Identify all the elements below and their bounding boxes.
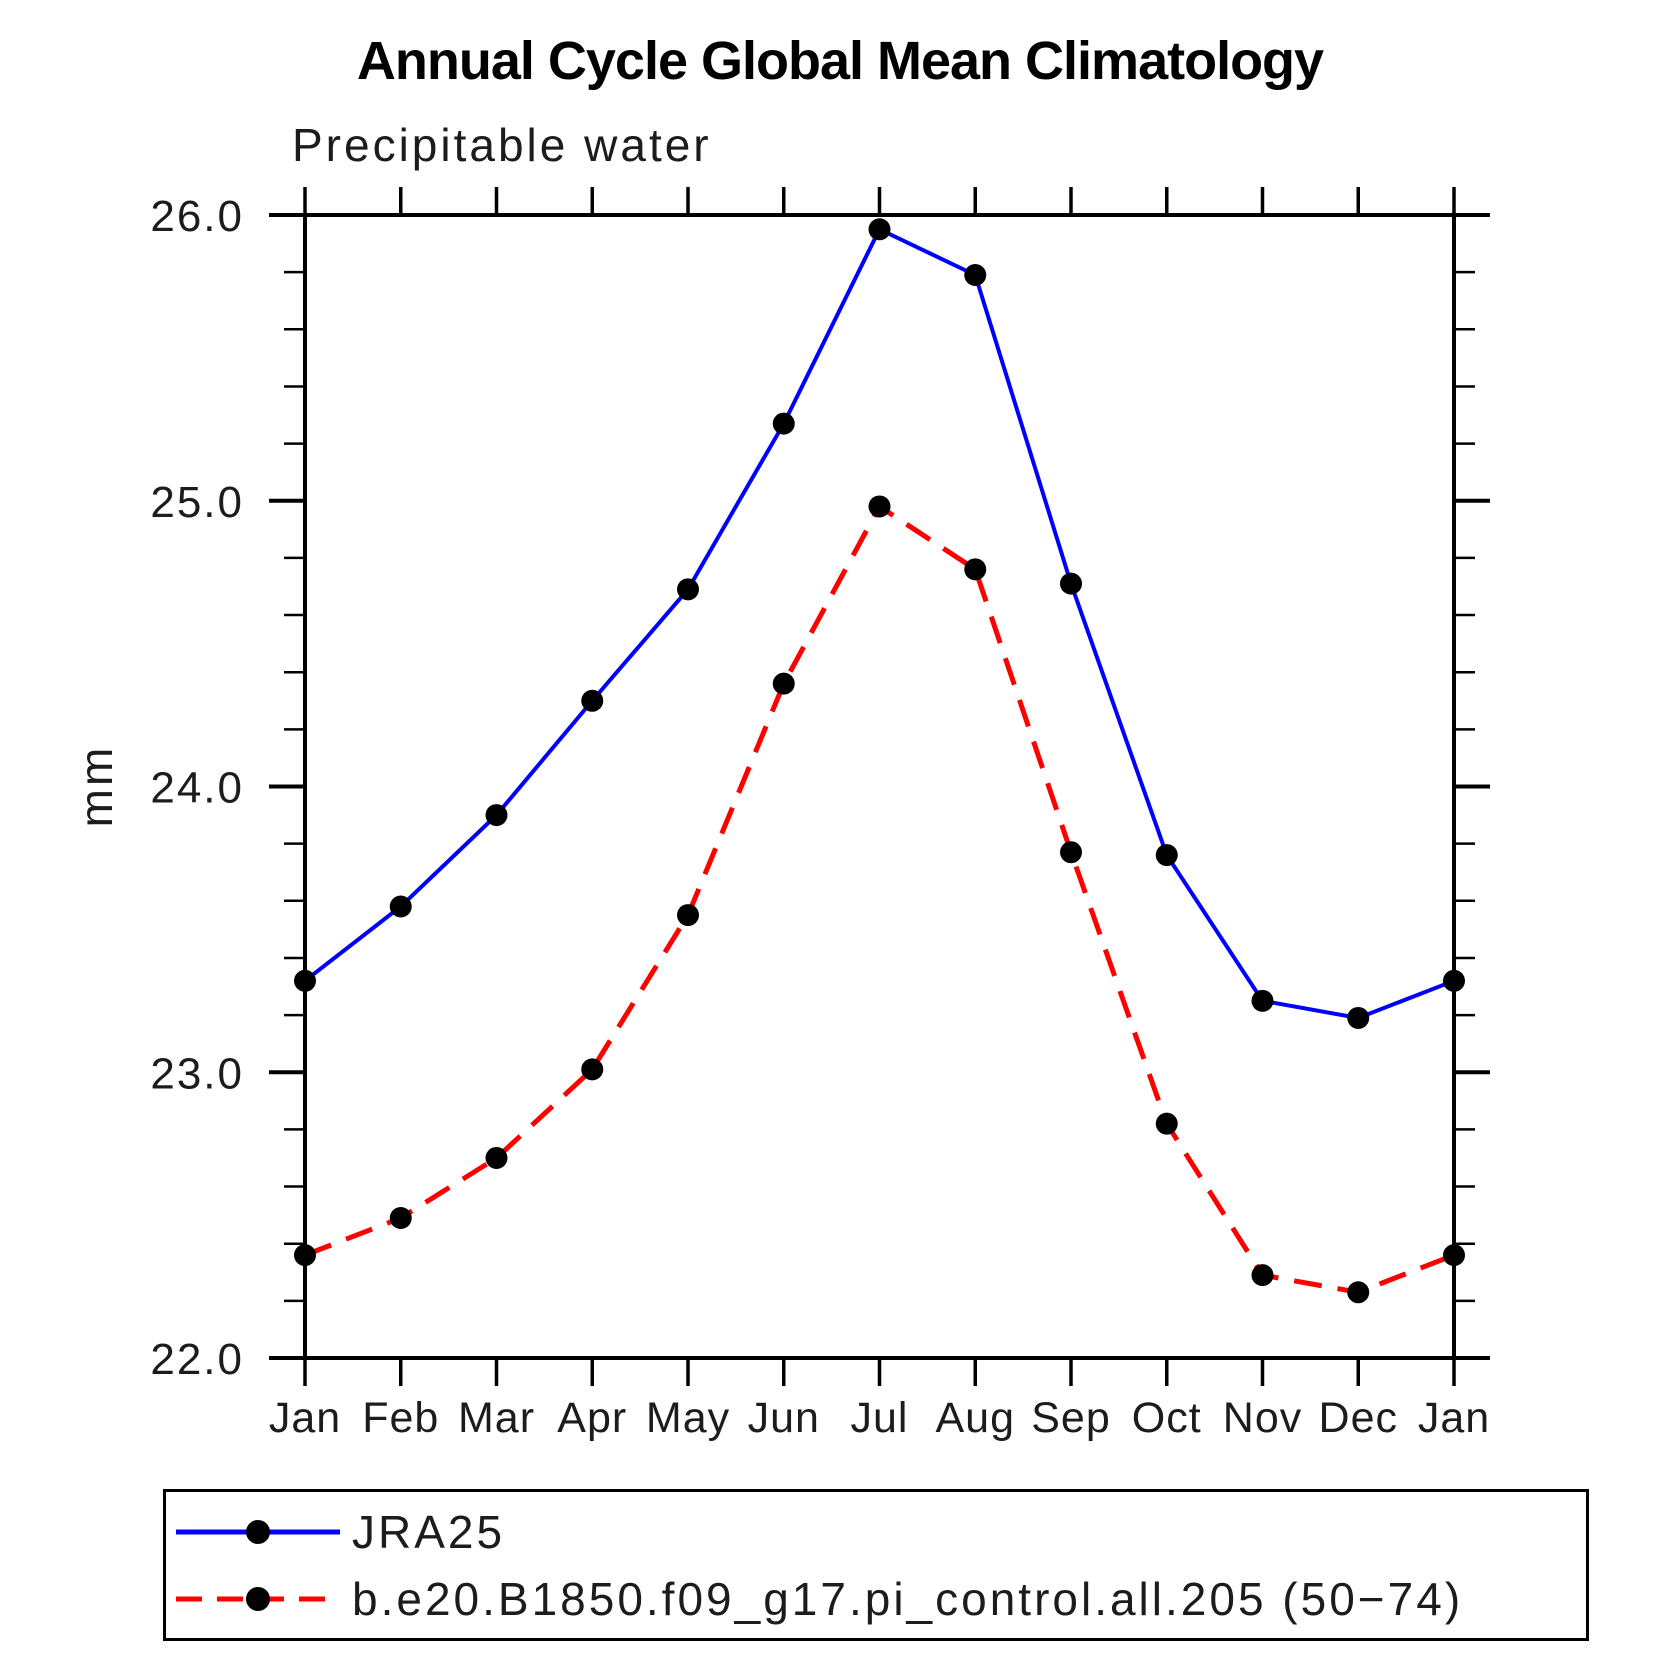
x-tick-label: Jul	[851, 1394, 909, 1442]
data-point-marker-0	[868, 218, 891, 241]
y-tick-label: 22.0	[150, 1335, 244, 1384]
legend-label-model: b.e20.B1850.f09_g17.pi_control.all.205 (…	[352, 1573, 1464, 1625]
data-point-marker-0	[485, 804, 508, 827]
legend-entry-jra25: JRA25	[170, 1506, 505, 1558]
data-point-marker-1	[1347, 1281, 1370, 1304]
x-tick-label: Apr	[557, 1394, 627, 1442]
legend-label-jra25: JRA25	[352, 1506, 506, 1558]
data-point-marker-0	[964, 264, 987, 287]
plot-frame	[303, 213, 1456, 1360]
data-point-marker-1	[772, 672, 795, 695]
data-point-marker-1	[677, 904, 699, 927]
data-point-marker-1	[485, 1146, 508, 1169]
data-point-marker-0	[389, 895, 412, 918]
legend-line-sample-dashed	[176, 1587, 340, 1611]
data-point-marker-1	[294, 1244, 316, 1267]
data-point-marker-1	[389, 1206, 412, 1229]
legend-entry-model: b.e20.B1850.f09_g17.pi_control.all.205 (…	[170, 1573, 1463, 1625]
x-tick-label: Mar	[458, 1394, 535, 1442]
x-tick-label: Jun	[748, 1394, 820, 1442]
data-point-marker-0	[772, 412, 795, 435]
chart-title: Annual Cycle Global Mean Climatology	[356, 31, 1324, 91]
y-tick-label: 26.0	[150, 192, 244, 241]
x-tick-label: Nov	[1223, 1394, 1302, 1442]
data-point-marker-1	[1443, 1244, 1465, 1267]
series-line-1	[304, 502, 1455, 1295]
x-tick-label: Dec	[1319, 1394, 1398, 1442]
data-point-marker-0	[1443, 969, 1465, 992]
data-point-marker-1	[581, 1058, 604, 1081]
legend-marker-dot	[246, 1587, 270, 1611]
x-tick-label: Jan	[269, 1394, 341, 1442]
data-point-marker-0	[1155, 844, 1178, 867]
data-point-marker-1	[1155, 1112, 1178, 1135]
legend-marker-dot	[246, 1520, 270, 1544]
data-point-marker-0	[677, 578, 699, 601]
legend: JRA25 b.e20.B1850.f09_g17.pi_control.all…	[163, 1489, 1589, 1641]
x-tick-label: Sep	[1031, 1394, 1111, 1442]
y-tick-label: 24.0	[150, 764, 244, 813]
data-point-marker-0	[1251, 989, 1274, 1012]
y-tick-label: 23.0	[150, 1049, 244, 1098]
legend-line-sample-solid	[176, 1520, 340, 1544]
data-point-marker-0	[1060, 572, 1082, 595]
x-tick-label: Feb	[362, 1394, 439, 1442]
chart-subtitle: Precipitable water	[292, 119, 712, 171]
data-point-marker-0	[1347, 1006, 1370, 1029]
y-tick-label: 25.0	[150, 478, 244, 527]
data-point-marker-1	[1060, 841, 1082, 864]
x-tick-label: Jan	[1418, 1394, 1490, 1442]
data-point-marker-0	[581, 689, 604, 712]
x-tick-label: Aug	[935, 1394, 1015, 1442]
series-line-0	[303, 226, 1455, 1021]
data-point-marker-1	[868, 495, 891, 518]
data-point-marker-1	[1251, 1264, 1274, 1287]
data-point-marker-0	[294, 969, 316, 992]
x-tick-label: May	[646, 1394, 730, 1442]
data-point-marker-1	[964, 558, 987, 581]
x-tick-label: Oct	[1132, 1394, 1202, 1442]
